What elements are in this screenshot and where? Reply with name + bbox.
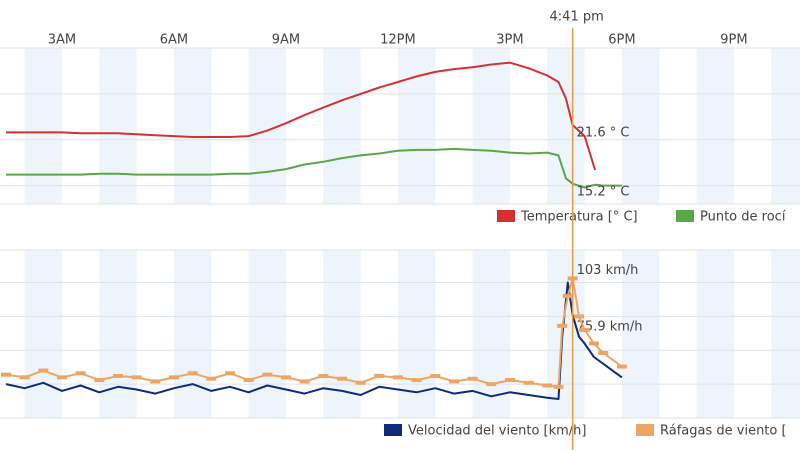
series-line: [5, 277, 623, 388]
hour-stripe: [696, 250, 734, 418]
gust-marker: [553, 384, 564, 389]
hour-stripe: [323, 48, 361, 204]
gust-marker: [299, 379, 310, 384]
gust-marker: [336, 376, 347, 381]
gust-marker: [588, 341, 599, 346]
hour-stripe: [771, 48, 800, 204]
hour-stripe: [173, 250, 212, 418]
x-tick-label: 9PM: [720, 33, 747, 48]
legend-label: Punto de rocí: [700, 210, 786, 225]
gust-marker: [318, 374, 329, 378]
gust-marker: [562, 294, 573, 299]
x-tick-label: 6PM: [608, 33, 635, 48]
series-line: [5, 281, 623, 400]
gust-marker: [616, 364, 627, 369]
gust-marker: [542, 383, 553, 388]
legend-swatch: [676, 210, 694, 222]
hour-stripe: [248, 250, 286, 418]
x-tick-label: 9AM: [272, 33, 300, 48]
hour-stripe: [621, 48, 660, 204]
gust-marker: [56, 375, 67, 380]
gust-marker: [75, 371, 86, 376]
gust-marker: [0, 372, 11, 377]
gust-marker: [467, 376, 478, 381]
value-label: 75.9 km/h: [577, 320, 643, 335]
hour-stripe: [696, 48, 734, 204]
hour-stripe: [99, 48, 137, 204]
gust-marker: [430, 374, 441, 378]
value-label: 103 km/h: [577, 263, 639, 278]
hour-stripe: [397, 48, 436, 204]
hour-stripe: [621, 250, 660, 418]
gust-marker: [355, 380, 366, 385]
gust-marker: [150, 379, 161, 384]
gust-marker: [131, 375, 142, 380]
cursor-label: 4:41 pm: [550, 10, 604, 25]
gust-marker: [19, 375, 30, 380]
legend-label: Ráfagas de viento [: [660, 424, 787, 439]
x-tick-label: 3AM: [48, 33, 76, 48]
hour-stripe: [472, 250, 510, 418]
gust-marker: [243, 378, 254, 383]
series-line: [6, 147, 622, 189]
legend-label: Temperatura [° C]: [520, 210, 638, 225]
gust-marker: [112, 374, 123, 378]
series-line: [6, 61, 597, 171]
hour-stripe: [99, 250, 137, 418]
hour-stripe: [173, 48, 212, 204]
hour-stripe: [472, 48, 510, 204]
gust-marker: [206, 376, 217, 381]
gust-marker: [38, 368, 49, 373]
legend-swatch: [384, 424, 402, 436]
gust-marker: [557, 323, 568, 328]
gust-marker: [187, 371, 198, 376]
gust-marker: [374, 374, 385, 378]
value-label: 15.2 ° C: [577, 184, 630, 199]
value-label: 21.6 ° C: [577, 126, 630, 141]
gust-marker: [504, 378, 515, 383]
gust-marker: [168, 375, 179, 380]
gust-marker: [262, 372, 273, 377]
gust-marker: [574, 314, 585, 319]
gust-marker: [523, 380, 534, 385]
legend-swatch: [636, 424, 654, 436]
gust-marker: [598, 350, 609, 355]
x-tick-label: 12PM: [380, 33, 416, 48]
legend-swatch: [497, 210, 515, 222]
legend-label: Velocidad del viento [km/h]: [408, 424, 586, 439]
gust-marker: [411, 378, 422, 383]
gust-marker: [224, 371, 235, 376]
x-tick-label: 6AM: [160, 33, 188, 48]
gust-marker: [448, 379, 459, 384]
gust-marker: [94, 378, 105, 383]
gust-marker: [392, 375, 403, 380]
x-tick-label: 3PM: [496, 33, 523, 48]
gust-marker: [280, 375, 291, 380]
hour-stripe: [24, 250, 62, 418]
gust-marker: [579, 327, 590, 332]
hour-stripe: [24, 48, 62, 204]
gust-marker: [486, 382, 497, 387]
hour-stripe: [771, 250, 800, 418]
